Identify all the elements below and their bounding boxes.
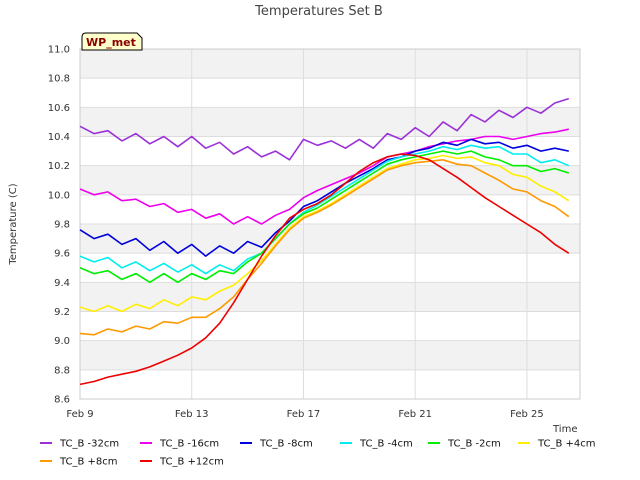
series-line-3 xyxy=(79,144,570,275)
plot-band xyxy=(80,369,580,399)
legend-item: TC_B -4cm xyxy=(340,439,413,450)
plot-band xyxy=(80,165,580,195)
plot-band xyxy=(80,253,580,283)
legend-label: TC_B -8cm xyxy=(259,439,313,450)
legend-item: TC_B +8cm xyxy=(40,457,118,468)
series-line-4 xyxy=(79,150,570,284)
y-tick-label: 10.0 xyxy=(48,190,70,201)
plot-band xyxy=(80,224,580,254)
plot-band xyxy=(80,311,580,341)
plot-frame xyxy=(79,48,581,400)
chart-title: Temperatures Set B xyxy=(254,4,383,19)
x-tick-label: Feb 13 xyxy=(175,409,209,420)
y-tick-label: 8.6 xyxy=(54,395,70,406)
plot-band xyxy=(80,49,580,79)
series-line-5 xyxy=(79,154,570,313)
x-axis-label: Time xyxy=(552,424,577,435)
y-tick-label: 9.0 xyxy=(54,336,70,347)
series-line-2 xyxy=(79,138,569,257)
y-tick-label: 10.4 xyxy=(48,132,70,143)
legend-label: TC_B -32cm xyxy=(59,439,119,450)
x-axis: Feb 9 Feb 13 Feb 17 Feb 21 Feb 25 xyxy=(66,409,543,420)
legend-item: TC_B -8cm xyxy=(240,439,313,450)
plot-band xyxy=(80,78,580,108)
x-tick-label: Feb 25 xyxy=(510,409,544,420)
y-axis-label: Temperature (C) xyxy=(8,183,19,265)
series-line-6 xyxy=(79,159,570,336)
plot-band xyxy=(80,282,580,312)
y-tick-label: 9.8 xyxy=(54,220,70,231)
wp-met-badge: WP_met xyxy=(81,32,143,51)
legend-label: TC_B +12cm xyxy=(159,457,224,468)
plot-band xyxy=(80,340,580,370)
legend-label: TC_B -16cm xyxy=(159,439,219,450)
legend: TC_B -32cm TC_B -16cm TC_B -8cm TC_B -4cm TC… xyxy=(40,439,596,468)
series-line-1 xyxy=(79,128,569,225)
legend-label: TC_B +8cm xyxy=(59,457,118,468)
x-tick-label: Feb 21 xyxy=(398,409,432,420)
y-tick-label: 9.2 xyxy=(54,307,70,318)
y-tick-label: 9.6 xyxy=(54,249,70,260)
legend-label: TC_B +4cm xyxy=(537,439,596,450)
y-tick-label: 9.4 xyxy=(54,278,70,289)
y-axis: 8.6 8.8 9.0 9.2 9.4 9.6 9.8 10.0 10.2 10.4 10.6 10.… xyxy=(48,45,70,406)
plot-band xyxy=(80,107,580,137)
x-tick-label: Feb 9 xyxy=(66,409,93,420)
badge-label: WP_met xyxy=(86,36,136,49)
legend-item: TC_B -16cm xyxy=(140,439,219,450)
x-tick-label: Feb 17 xyxy=(287,409,321,420)
series-line-0 xyxy=(79,97,570,161)
legend-item: TC_B +4cm xyxy=(518,439,596,450)
y-tick-label: 10.2 xyxy=(48,161,70,172)
legend-label: TC_B -2cm xyxy=(447,439,501,450)
legend-label: TC_B -4cm xyxy=(359,439,413,450)
legend-item: TC_B -2cm xyxy=(428,439,501,450)
legend-item: TC_B -32cm xyxy=(40,439,119,450)
y-tick-label: 8.8 xyxy=(54,365,70,376)
y-tick-label: 10.6 xyxy=(48,103,70,114)
series-lines xyxy=(79,97,570,386)
series-line-7 xyxy=(79,153,570,386)
legend-item: TC_B +12cm xyxy=(140,457,224,468)
y-tick-label: 10.8 xyxy=(48,74,70,85)
plot-background xyxy=(80,49,580,399)
y-tick-label: 11.0 xyxy=(48,45,70,56)
